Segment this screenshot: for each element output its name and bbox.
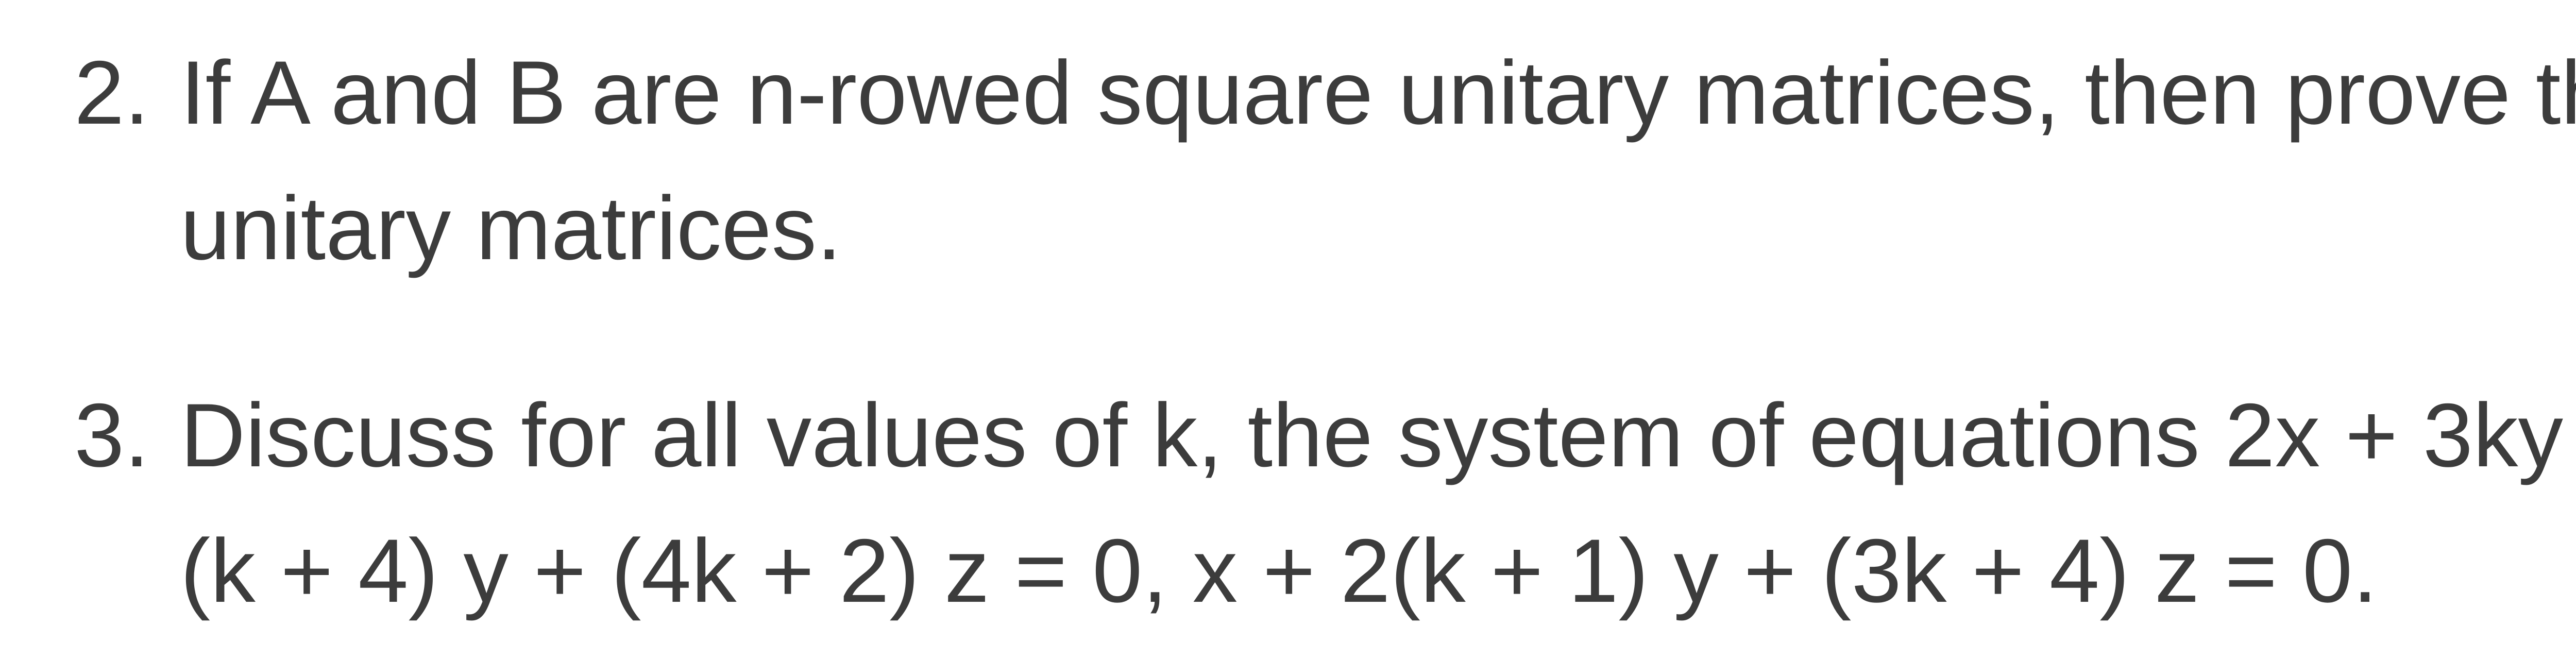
question-number: 3. [46, 368, 180, 504]
question-item: 3. Discuss for all values of k, the syst… [46, 368, 2576, 639]
question-text: If A and B are n-rowed square unitary ma… [180, 26, 2576, 296]
question-text: Discuss for all values of k, the system … [180, 368, 2576, 639]
question-number: 2. [46, 26, 180, 161]
question-item: 2. If A and B are n-rowed square unitary… [46, 26, 2576, 296]
